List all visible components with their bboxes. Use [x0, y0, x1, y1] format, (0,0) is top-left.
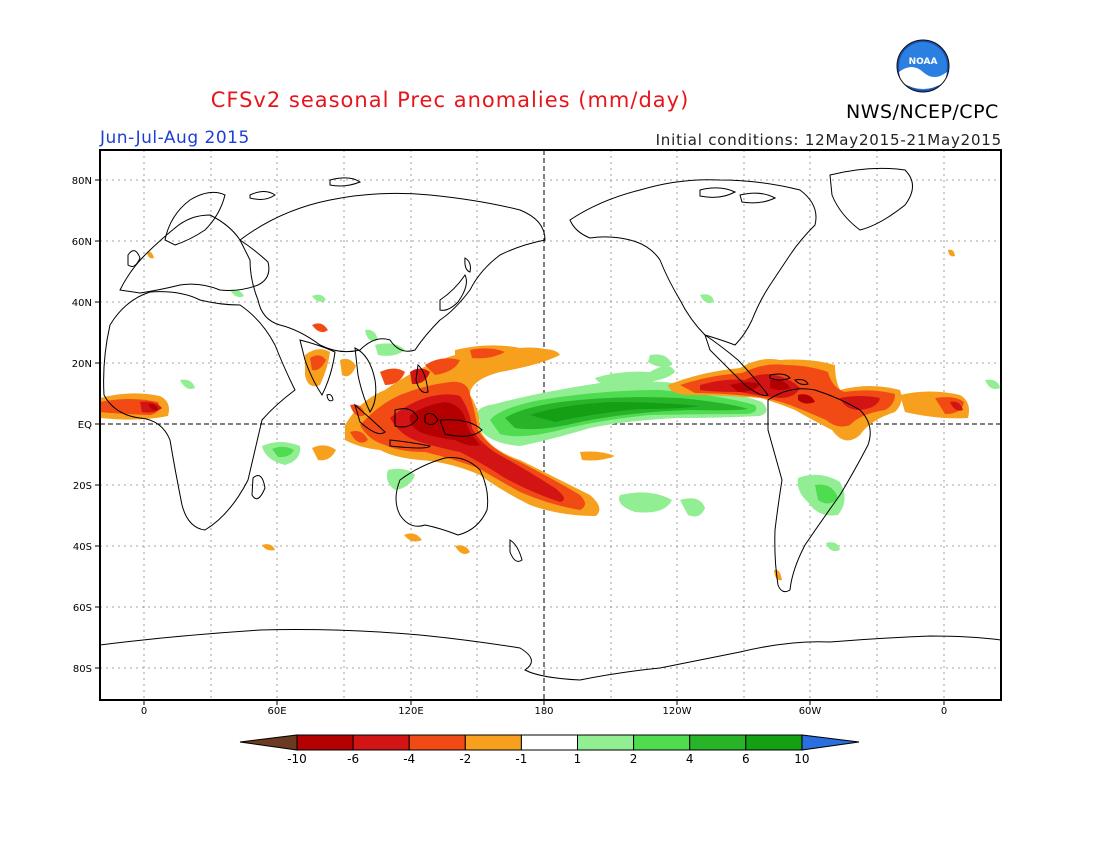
colorbar-label: 4 — [686, 752, 694, 766]
noaa-logo: NOAA — [896, 39, 950, 93]
colorbar-bin — [296, 734, 354, 751]
colorbar-arrow-low — [239, 734, 298, 751]
colorbar-bin — [577, 734, 635, 751]
forecast-period: Jun-Jul-Aug 2015 — [100, 128, 250, 148]
colorbar-label: -10 — [287, 752, 307, 766]
colorbar-label: -6 — [347, 752, 359, 766]
lat-label: 80S — [73, 664, 92, 675]
colorbar-bin — [745, 734, 803, 751]
lat-label: 60S — [73, 603, 92, 614]
initial-conditions: Initial conditions: 12May2015-21May2015 — [655, 131, 1002, 149]
colorbar-label: -4 — [403, 752, 415, 766]
lat-label: 20S — [73, 481, 92, 492]
colorbar-bin — [464, 734, 522, 751]
lat-label: 40S — [73, 542, 92, 553]
lat-label: 20N — [72, 359, 92, 370]
colorbar-label: 2 — [630, 752, 638, 766]
colorbar-bin — [633, 734, 691, 751]
grid-lines — [100, 150, 1001, 700]
noaa-logo-text: NOAA — [909, 57, 938, 67]
lat-label: 80N — [72, 176, 92, 187]
colorbar-bin — [520, 734, 579, 751]
anomaly-shading — [100, 249, 1000, 581]
coastlines — [100, 167, 1001, 681]
colorbar-arrow-high — [801, 734, 860, 751]
map-frame — [99, 149, 1002, 701]
lon-label: 0 — [941, 706, 947, 717]
longitude-labels: 0 60E 120E 180 120W 60W 0 — [141, 706, 947, 717]
lat-label: 40N — [72, 298, 92, 309]
colorbar-label: -1 — [515, 752, 527, 766]
lon-label: 60E — [267, 706, 286, 717]
lon-label: 60W — [799, 706, 822, 717]
colorbar-bin — [352, 734, 410, 751]
lon-label: 120E — [398, 706, 423, 717]
lon-label: 120W — [663, 706, 692, 717]
organization-label: NWS/NCEP/CPC — [846, 101, 999, 123]
map-title: CFSv2 seasonal Prec anomalies (mm/day) — [210, 88, 690, 112]
latitude-labels: 80N 60N 40N 20N EQ 20S 40S 60S 80S — [72, 176, 92, 675]
colorbar-bin — [408, 734, 466, 751]
colorbar-label: 6 — [742, 752, 750, 766]
colorbar-legend: -10 -6 -4 -2 -1 1 2 4 6 10 — [239, 734, 860, 766]
map-area — [100, 150, 1001, 700]
lat-label: EQ — [78, 420, 92, 431]
lat-label: 60N — [72, 237, 92, 248]
tick-marks — [95, 179, 945, 705]
lon-label: 0 — [141, 706, 147, 717]
colorbar-label: 1 — [574, 752, 582, 766]
colorbar-bin — [689, 734, 747, 751]
colorbar-label: 10 — [794, 752, 809, 766]
colorbar-label: -2 — [459, 752, 471, 766]
lon-label: 180 — [534, 706, 553, 717]
